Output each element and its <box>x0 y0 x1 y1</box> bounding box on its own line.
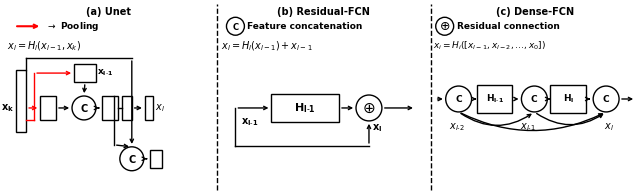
Bar <box>74 64 96 82</box>
Text: $\mathbf{x_l}$: $\mathbf{x_l}$ <box>372 122 382 134</box>
Bar <box>271 94 339 122</box>
Text: (c) Dense-FCN: (c) Dense-FCN <box>496 7 575 17</box>
Text: $\mathbf{C}$: $\mathbf{C}$ <box>602 94 610 105</box>
Text: $\mathbf{x_k}$: $\mathbf{x_k}$ <box>1 102 14 114</box>
Bar <box>122 96 132 120</box>
Circle shape <box>356 95 382 121</box>
Text: $\mathbf{x_{l\text{-}1}}$: $\mathbf{x_{l\text{-}1}}$ <box>241 116 258 128</box>
Bar <box>40 96 56 120</box>
Text: $\mathbf{C}$: $\mathbf{C}$ <box>232 21 239 32</box>
Bar <box>145 96 153 120</box>
Circle shape <box>522 86 547 112</box>
Circle shape <box>593 86 619 112</box>
Bar <box>150 150 162 168</box>
Text: $\mathbf{H_{l\text{-}1}}$: $\mathbf{H_{l\text{-}1}}$ <box>294 101 316 115</box>
Text: $\mathbf{C}$: $\mathbf{C}$ <box>127 153 136 165</box>
Text: Residual connection: Residual connection <box>457 22 559 31</box>
Text: $x_l$: $x_l$ <box>604 121 614 133</box>
Bar <box>16 70 26 132</box>
Circle shape <box>445 86 472 112</box>
Text: $x_l = H_l(x_{l-1}, x_k)$: $x_l = H_l(x_{l-1}, x_k)$ <box>7 39 81 53</box>
Text: $\mathbf{H_{l\text{-}1}}$: $\mathbf{H_{l\text{-}1}}$ <box>486 93 504 105</box>
Text: $\oplus$: $\oplus$ <box>362 100 376 115</box>
Bar <box>477 85 513 113</box>
Text: (b) Residual-FCN: (b) Residual-FCN <box>276 7 369 17</box>
Text: $\mathbf{x_{l\text{-}1}}$: $\mathbf{x_{l\text{-}1}}$ <box>97 68 113 78</box>
Circle shape <box>120 147 144 171</box>
Text: $\mathbf{C}$: $\mathbf{C}$ <box>531 94 538 105</box>
Bar <box>102 96 118 120</box>
Circle shape <box>72 96 96 120</box>
Bar <box>550 85 586 113</box>
Text: $x_{l\text{-}1}$: $x_{l\text{-}1}$ <box>520 121 536 133</box>
Text: $x_l$: $x_l$ <box>155 102 164 114</box>
Text: $x_i = H_i([x_{l-1}, x_{l-2}, \ldots, x_0])$: $x_i = H_i([x_{l-1}, x_{l-2}, \ldots, x_… <box>433 40 546 52</box>
Text: Feature concatenation: Feature concatenation <box>248 22 363 31</box>
Text: $\mathbf{C}$: $\mathbf{C}$ <box>80 102 88 114</box>
Text: $\oplus$: $\oplus$ <box>439 20 451 33</box>
Text: (a) Unet: (a) Unet <box>86 7 131 17</box>
Text: $\mathbf{C}$: $\mathbf{C}$ <box>454 94 463 105</box>
Text: $x_l = H_l(x_{l-1}) + x_{l-1}$: $x_l = H_l(x_{l-1}) + x_{l-1}$ <box>221 39 313 53</box>
Circle shape <box>436 17 454 35</box>
Text: $\rightarrow$ Pooling: $\rightarrow$ Pooling <box>46 20 99 33</box>
Text: $x_{l\text{-}2}$: $x_{l\text{-}2}$ <box>449 121 465 133</box>
Text: $\mathbf{H_l}$: $\mathbf{H_l}$ <box>563 93 574 105</box>
Circle shape <box>227 17 244 35</box>
